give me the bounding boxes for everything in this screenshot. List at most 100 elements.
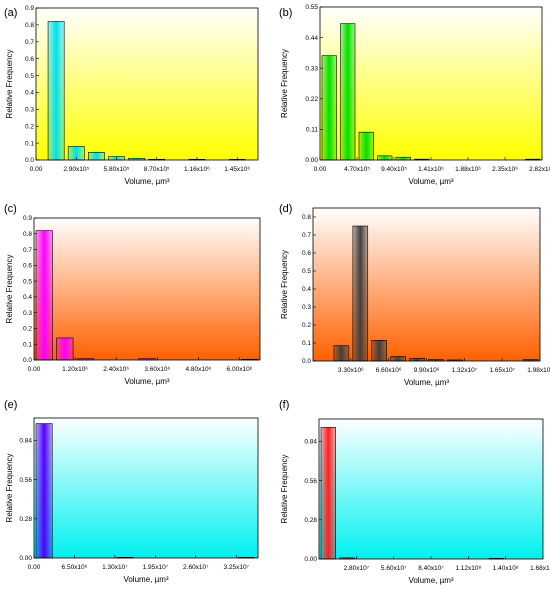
histogram-bar [320, 427, 336, 560]
y-tick-label: 0.3 [302, 304, 311, 311]
y-tick-label: 0.28 [19, 516, 32, 523]
y-tick-label: 0.0 [23, 357, 32, 364]
y-tick-label: 0.3 [25, 107, 34, 114]
x-axis-label: Volume, µm³ [408, 177, 453, 186]
y-tick-label: 0.5 [25, 73, 34, 80]
x-axis-label: Volume, µm³ [408, 576, 453, 585]
histogram-bar [321, 55, 337, 161]
y-tick-label: 0.6 [302, 250, 311, 257]
x-tick-label: 1.88x10⁶ [455, 166, 481, 173]
y-tick-label: 0.7 [302, 232, 311, 239]
y-tick-label: 0.6 [25, 56, 34, 63]
y-tick-label: 0.7 [23, 247, 32, 254]
x-tick-label: 1.41x10⁶ [418, 166, 444, 173]
histogram-bar [340, 23, 356, 161]
x-tick-label: 0.00 [28, 564, 41, 571]
y-tick-label: 0.2 [23, 326, 32, 333]
y-tick-label: 0.00 [304, 556, 317, 563]
panel-label: (e) [4, 399, 17, 411]
y-tick-label: 0.84 [19, 438, 32, 445]
x-tick-label: 2.35x10⁶ [492, 166, 518, 173]
plot-frame [33, 217, 261, 361]
y-tick-label: 0.8 [302, 214, 311, 221]
x-axis-label: Volume, µm³ [124, 377, 169, 386]
y-tick-label: 0.55 [305, 4, 318, 11]
plot-background [320, 7, 542, 160]
x-tick-label: 2.82x10⁶ [529, 166, 550, 173]
y-tick-label: 0.4 [25, 90, 34, 97]
plot-frame [35, 7, 259, 161]
plot-frame [33, 417, 259, 559]
y-tick-label: 0.6 [23, 263, 32, 270]
x-tick-label: 1.45x10⁶ [224, 166, 250, 173]
y-axis-label: Relative Frequency [5, 50, 14, 119]
x-tick-label: 5.80x10⁵ [104, 166, 130, 173]
y-tick-label: 0.84 [304, 439, 317, 446]
y-tick-label: 0.11 [306, 127, 319, 134]
y-axis-label: Relative Frequency [280, 250, 289, 319]
x-tick-label: 1.98x10⁷ [527, 367, 550, 374]
x-tick-label: 2.40x10⁶ [103, 366, 129, 373]
x-tick-label: 5.60x10⁷ [381, 565, 407, 572]
histogram-bar [87, 152, 105, 161]
x-tick-label: 4.80x10⁶ [185, 366, 211, 373]
y-tick-label: 0.33 [305, 65, 318, 72]
x-tick-label: 6.50x10⁶ [62, 564, 88, 571]
panel-label: (f) [279, 399, 289, 411]
x-tick-label: 1.30x10⁷ [102, 564, 128, 571]
histogram-bar [47, 21, 65, 161]
x-tick-label: 8.40x10⁷ [418, 565, 444, 572]
y-tick-label: 0.1 [302, 340, 311, 347]
chart-panel-0: 0.0 0.1 0.2 0.3 0.4 0.5 0.6 0.7 0.8 0.9 0.00 2.90x1… [4, 5, 259, 186]
histogram-bar [352, 225, 369, 362]
x-tick-label: 2.60x10⁷ [183, 564, 209, 571]
y-tick-label: 0.00 [305, 157, 318, 164]
panel-label: (b) [279, 7, 292, 19]
x-tick-label: 1.20x10⁶ [62, 366, 88, 373]
y-tick-label: 0.8 [23, 231, 32, 238]
x-tick-label: 6.60x10⁶ [376, 367, 402, 374]
y-tick-label: 0.56 [19, 477, 32, 484]
histogram-bar [390, 356, 406, 362]
y-tick-label: 0.1 [25, 140, 34, 147]
x-tick-label: 1.32x10⁷ [452, 367, 478, 374]
x-tick-label: 0.00 [30, 166, 43, 173]
y-axis-label: Relative Frequency [5, 454, 14, 523]
x-tick-label: 9.90x10⁶ [414, 367, 440, 374]
x-tick-label: 1.68x10⁸ [530, 565, 550, 572]
plot-background [36, 8, 258, 160]
y-tick-label: 0.5 [302, 268, 311, 275]
plot-background [319, 419, 543, 559]
y-axis-label: Relative Frequency [280, 455, 289, 524]
x-tick-label: 1.16x10⁶ [184, 166, 210, 173]
histogram-bar [56, 337, 74, 361]
panel-label: (a) [4, 7, 17, 19]
y-tick-label: 0.56 [304, 478, 317, 485]
y-tick-label: 0.44 [305, 35, 318, 42]
y-tick-label: 0.4 [302, 286, 311, 293]
x-axis-label: Volume, µm³ [123, 575, 168, 584]
x-tick-label: 2.90x10⁵ [63, 166, 89, 173]
x-tick-label: 3.60x10⁶ [144, 366, 170, 373]
histogram-bar [358, 131, 374, 161]
y-tick-label: 0.9 [25, 5, 34, 12]
histogram-bar [377, 155, 393, 161]
panel-label: (d) [279, 203, 292, 215]
y-axis-label: Relative Frequency [5, 255, 14, 324]
y-tick-label: 0.22 [305, 96, 318, 103]
plot-background [34, 218, 260, 360]
y-axis-label: Relative Frequency [280, 49, 289, 118]
y-tick-label: 0.8 [25, 22, 34, 29]
y-tick-label: 0.9 [23, 215, 32, 222]
x-tick-label: 3.25x10⁷ [223, 564, 249, 571]
histogram-bar [409, 358, 425, 362]
x-tick-label: 1.40x10⁸ [493, 565, 519, 572]
chart-panel-2: 0.0 0.1 0.2 0.3 0.4 0.5 0.6 0.7 0.8 0.9 0.00 1.20x1… [4, 203, 261, 386]
plot-background [313, 208, 540, 361]
y-tick-label: 0.0 [25, 157, 34, 164]
x-tick-label: 9.40x10⁵ [381, 166, 407, 173]
plot-background [34, 418, 258, 558]
y-tick-label: 0.00 [19, 555, 32, 562]
x-tick-label: 0.00 [314, 166, 327, 173]
